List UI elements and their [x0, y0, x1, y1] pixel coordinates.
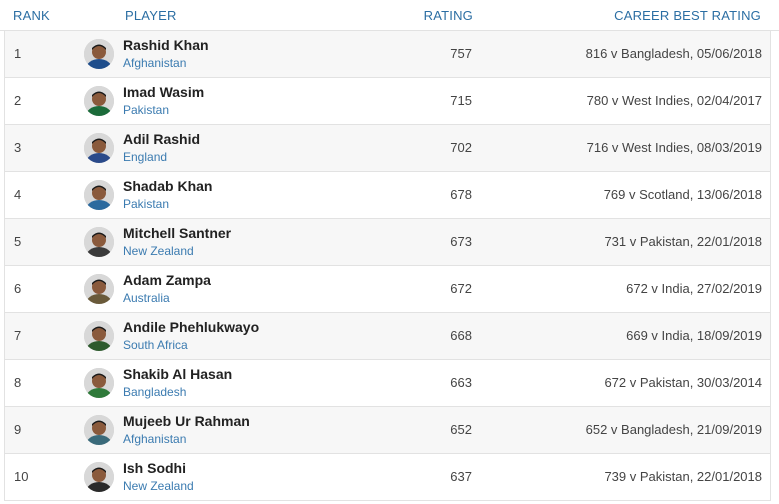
player-rating: 673	[450, 234, 472, 249]
row-rank: 1	[14, 46, 22, 61]
player-avatar[interactable]	[84, 180, 114, 210]
header-career-best[interactable]: CAREER BEST RATING	[614, 8, 761, 23]
player-avatar[interactable]	[84, 321, 114, 351]
player-avatar[interactable]	[84, 133, 114, 163]
player-avatar[interactable]	[84, 39, 114, 69]
player-name[interactable]: Mitchell Santner	[123, 225, 232, 241]
player-name[interactable]: Imad Wasim	[123, 84, 205, 100]
player-country[interactable]: New Zealand	[123, 244, 194, 258]
player-country[interactable]: Afghanistan	[123, 432, 187, 446]
player-avatar[interactable]	[84, 368, 114, 398]
table-row[interactable]: 9 Mujeeb Ur Rahman Afghanistan 652 652 v Ban…	[4, 407, 771, 454]
player-country[interactable]: Pakistan	[123, 103, 170, 117]
player-photo-icon	[84, 180, 114, 210]
player-avatar[interactable]	[84, 415, 114, 445]
table-body: 1 Rashid Khan Afghanistan 757 816 v Banglade…	[0, 30, 779, 501]
player-name[interactable]: Adil Rashid	[123, 131, 201, 147]
player-country[interactable]: Australia	[123, 291, 170, 305]
player-rating: 757	[450, 46, 472, 61]
header-rank[interactable]: RANK	[13, 8, 50, 23]
player-rating: 652	[450, 422, 472, 437]
player-name[interactable]: Ish Sodhi	[123, 460, 186, 476]
player-country[interactable]: South Africa	[123, 338, 188, 352]
row-rank: 4	[14, 187, 22, 202]
header-player[interactable]: PLAYER	[125, 8, 177, 23]
career-best-rating: 669 v India, 18/09/2019	[626, 328, 762, 343]
table-row[interactable]: 6 Adam Zampa Australia 672 672 v India, 27/0…	[4, 266, 771, 313]
career-best-rating: 672 v India, 27/02/2019	[626, 281, 762, 296]
player-rating: 702	[450, 140, 472, 155]
career-best-rating: 652 v Bangladesh, 21/09/2019	[585, 422, 762, 437]
player-avatar[interactable]	[84, 227, 114, 257]
player-photo-icon	[84, 462, 114, 492]
row-rank: 2	[14, 93, 22, 108]
player-name[interactable]: Shakib Al Hasan	[123, 366, 233, 382]
player-photo-icon	[84, 227, 114, 257]
row-rank: 9	[14, 422, 22, 437]
row-rank: 7	[14, 328, 22, 343]
player-rating: 663	[450, 375, 472, 390]
table-row[interactable]: 5 Mitchell Santner New Zealand 673 731 v Pak…	[4, 219, 771, 266]
player-country[interactable]: Bangladesh	[123, 385, 187, 399]
player-rating: 637	[450, 469, 472, 484]
player-rating: 678	[450, 187, 472, 202]
player-rating: 668	[450, 328, 472, 343]
row-rank: 8	[14, 375, 22, 390]
header-rating[interactable]: RATING	[423, 8, 473, 23]
table-row[interactable]: 10 Ish Sodhi New Zealand 637 739 v Pakistan,…	[4, 454, 771, 501]
table-row[interactable]: 2 Imad Wasim Pakistan 715 780 v West Indies,…	[4, 78, 771, 125]
table-row[interactable]: 4 Shadab Khan Pakistan 678 769 v Scotland, 1…	[4, 172, 771, 219]
row-rank: 5	[14, 234, 22, 249]
table-row[interactable]: 1 Rashid Khan Afghanistan 757 816 v Banglade…	[4, 31, 771, 78]
career-best-rating: 672 v Pakistan, 30/03/2014	[604, 375, 762, 390]
player-photo-icon	[84, 368, 114, 398]
player-country[interactable]: England	[123, 150, 168, 164]
career-best-rating: 816 v Bangladesh, 05/06/2018	[585, 46, 762, 61]
player-rating: 672	[450, 281, 472, 296]
player-photo-icon	[84, 133, 114, 163]
career-best-rating: 769 v Scotland, 13/06/2018	[603, 187, 762, 202]
player-name[interactable]: Shadab Khan	[123, 178, 213, 194]
player-name[interactable]: Rashid Khan	[123, 37, 209, 53]
player-country[interactable]: New Zealand	[123, 479, 194, 493]
player-photo-icon	[84, 39, 114, 69]
player-rating: 715	[450, 93, 472, 108]
player-photo-icon	[84, 274, 114, 304]
player-name[interactable]: Mujeeb Ur Rahman	[123, 413, 250, 429]
player-avatar[interactable]	[84, 274, 114, 304]
table-row[interactable]: 3 Adil Rashid England 702 716 v West Indies,…	[4, 125, 771, 172]
row-rank: 3	[14, 140, 22, 155]
player-name[interactable]: Andile Phehlukwayo	[123, 319, 260, 335]
career-best-rating: 780 v West Indies, 02/04/2017	[586, 93, 762, 108]
player-name[interactable]: Adam Zampa	[123, 272, 211, 288]
player-avatar[interactable]	[84, 86, 114, 116]
career-best-rating: 739 v Pakistan, 22/01/2018	[604, 469, 762, 484]
row-rank: 6	[14, 281, 22, 296]
row-rank: 10	[14, 469, 29, 484]
career-best-rating: 716 v West Indies, 08/03/2019	[586, 140, 762, 155]
table-header: RANK PLAYER RATING CAREER BEST RATING	[0, 0, 779, 30]
career-best-rating: 731 v Pakistan, 22/01/2018	[604, 234, 762, 249]
player-photo-icon	[84, 321, 114, 351]
player-country[interactable]: Pakistan	[123, 197, 170, 211]
player-avatar[interactable]	[84, 462, 114, 492]
table-row[interactable]: 8 Shakib Al Hasan Bangladesh 663 672 v Pakis…	[4, 360, 771, 407]
player-photo-icon	[84, 86, 114, 116]
player-photo-icon	[84, 415, 114, 445]
player-country[interactable]: Afghanistan	[123, 56, 187, 70]
table-row[interactable]: 7 Andile Phehlukwayo South Africa 668 669 v …	[4, 313, 771, 360]
